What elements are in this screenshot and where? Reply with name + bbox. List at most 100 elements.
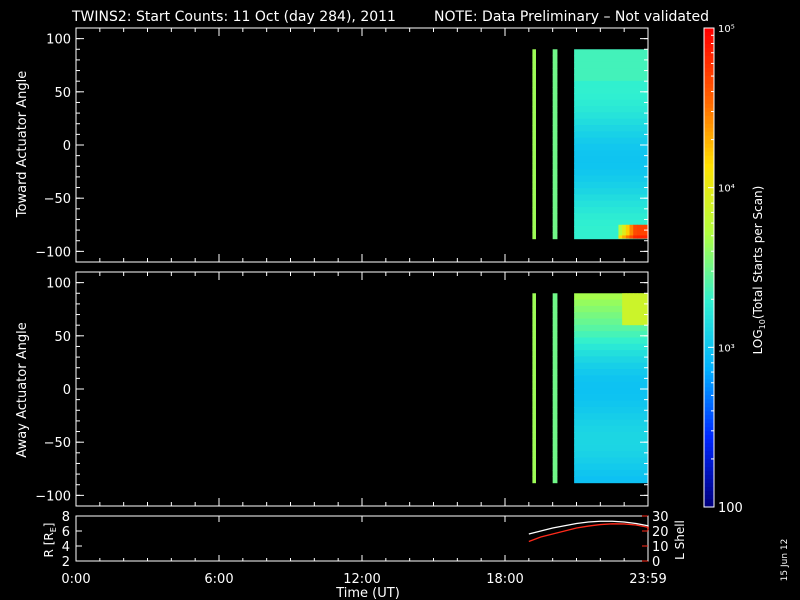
heatmap-cell [552, 444, 558, 452]
colorbar-band [704, 363, 714, 368]
colorbar-band [704, 183, 714, 189]
heatmap-cell [574, 331, 648, 339]
heatmap-cell [532, 61, 536, 69]
plot-frame [75, 515, 649, 562]
heatmap-cell [552, 87, 558, 95]
heatmap-cell [574, 451, 648, 458]
colorbar-band [704, 487, 714, 492]
colorbar-band [704, 475, 714, 480]
colorbar-band [704, 411, 714, 416]
colorbar-tick-label: 10³ [718, 343, 735, 354]
colorbar-band [704, 67, 714, 73]
heatmap-cell [552, 150, 558, 158]
x-tick-label: 23:59 [629, 572, 666, 587]
colorbar-band [704, 79, 714, 85]
heatmap-cell [532, 175, 536, 183]
heatmap-cell [552, 106, 558, 113]
heatmap-cell [552, 175, 558, 183]
y-tick-label: 2 [62, 555, 70, 570]
heatmap-cell [574, 469, 648, 477]
heatmap-cell [532, 463, 536, 471]
heatmap-cell [574, 381, 648, 389]
heatmap-cell [574, 225, 648, 233]
heatmap-cell [552, 324, 558, 332]
radius-series-line [528, 520, 649, 535]
colorbar-band [704, 171, 714, 177]
heatmap-cell [532, 55, 536, 63]
heatmap-cell [574, 80, 648, 88]
y2-tick-label: 20 [652, 525, 669, 540]
heatmap-cell [552, 188, 558, 196]
heatmap-cell [532, 394, 536, 402]
heatmap-cell [622, 235, 627, 239]
colorbar-band [704, 283, 714, 289]
colorbar-band [704, 263, 714, 269]
colorbar-band [704, 307, 714, 313]
heatmap-cell [532, 305, 536, 313]
colorbar-band [704, 455, 714, 460]
heatmap-cell [574, 112, 648, 120]
colorbar-band [704, 255, 714, 261]
heatmap-cell [552, 425, 558, 433]
colorbar-tick-label: 100 [718, 501, 743, 516]
colorbar: 100 10³ 10⁴ 10⁵ [703, 24, 743, 516]
x-tick-label: 18:00 [486, 572, 523, 587]
heatmap-cell [532, 425, 536, 433]
colorbar-band [704, 471, 714, 476]
heatmap-cell [552, 55, 558, 63]
heatmap-cell [625, 293, 631, 326]
heatmap-cell [552, 293, 558, 301]
x-tick-label: 0:00 [61, 572, 90, 587]
colorbar-band [704, 367, 714, 372]
heatmap-cell [552, 137, 558, 145]
colorbar-band [704, 479, 714, 484]
heatmap-cell [552, 93, 558, 101]
colorbar-band [704, 375, 714, 380]
heatmap-cell [552, 194, 558, 202]
colorbar-band [704, 467, 714, 472]
colorbar-band [704, 403, 714, 408]
heatmap-cell [640, 293, 645, 326]
y-tick-label: −50 [44, 192, 71, 207]
colorbar-band [704, 131, 714, 137]
colorbar-band [704, 115, 714, 121]
heatmap-cell [532, 369, 536, 376]
heatmap-cell [532, 324, 536, 332]
colorbar-band [704, 435, 714, 440]
colorbar-band [704, 463, 714, 468]
colorbar-band [704, 243, 714, 249]
heatmap-cell [532, 232, 536, 240]
heatmap-cell [574, 181, 648, 189]
colorbar-band [704, 87, 714, 93]
heatmap-cell [574, 106, 648, 113]
heatmap-cell [574, 406, 648, 414]
heatmap-cell [532, 194, 536, 202]
heatmap-cell [574, 343, 648, 351]
colorbar-band [704, 299, 714, 305]
heatmap-cell [574, 476, 648, 484]
colorbar-band [704, 223, 714, 229]
heatmap-cell [552, 369, 558, 376]
heatmap-cell [532, 207, 536, 214]
heatmap-cell [552, 394, 558, 402]
heatmap-cell [574, 293, 648, 301]
colorbar-band [704, 207, 714, 213]
plot-area [76, 28, 648, 262]
colorbar-band [704, 323, 714, 328]
colorbar-band [704, 51, 714, 57]
heatmap-cell [574, 369, 648, 376]
colorbar-band [704, 203, 714, 209]
colorbar-band [704, 459, 714, 464]
heatmap-cell [532, 318, 536, 326]
colorbar-band [704, 239, 714, 245]
heatmap-cell [532, 112, 536, 120]
colorbar-tick-label: 10⁴ [718, 184, 735, 195]
heatmap-cell [633, 224, 638, 239]
heatmap-cell [574, 318, 648, 326]
heatmap-cell [552, 457, 558, 465]
colorbar-band [704, 107, 714, 113]
heatmap-cell [532, 451, 536, 458]
heatmap-cell [574, 131, 648, 139]
y2-tick-label: 30 [652, 510, 669, 525]
heatmap-cell [574, 118, 648, 126]
